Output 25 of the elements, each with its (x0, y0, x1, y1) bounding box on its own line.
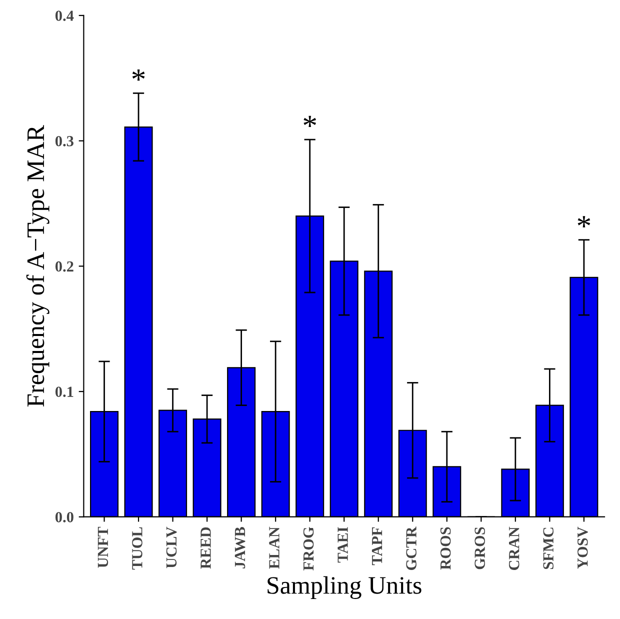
x-tick-label: REED (200, 527, 211, 569)
x-tick-label: CRAN (508, 526, 520, 570)
x-tick-label: TUOL (132, 527, 142, 570)
annotation: * (304, 116, 316, 128)
x-tick-label: GROS (474, 527, 485, 570)
x-tick-label: UNFT (98, 526, 108, 568)
x-tick-label: ELAN (269, 526, 280, 569)
x-tick-label: GCTR (406, 526, 416, 570)
x-tick-label: TAPF (372, 527, 382, 566)
x-tick-label: SFMC (543, 528, 554, 570)
x-tick-label: UCLV (166, 526, 177, 568)
x-tick-label: JAWB (234, 527, 246, 568)
x-tick-label: YOSV (578, 526, 588, 569)
annotation: * (132, 69, 145, 81)
x-tick-label: FROG (303, 527, 314, 570)
x-tick-label: ROOS (440, 527, 451, 570)
y-tick-label: 0.3 (55, 136, 74, 146)
y-tick-label: 0.0 (55, 512, 74, 522)
y-tick-label: 0.2 (55, 261, 74, 272)
y-axis-title: Frequency of A−Type MAR (26, 124, 50, 407)
y-tick-label: 0.4 (55, 10, 74, 21)
x-axis-title: Sampling Units (268, 576, 422, 600)
x-tick-label: TAEI (338, 527, 348, 563)
y-tick-label: 0.1 (55, 386, 74, 398)
annotation: * (578, 216, 590, 228)
